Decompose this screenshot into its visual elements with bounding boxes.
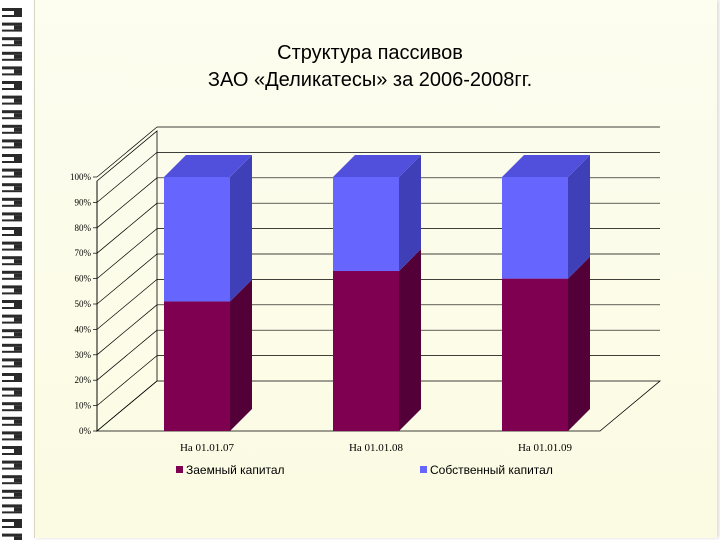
y-tick-label: 30% (75, 350, 92, 360)
y-tick-label: 70% (75, 248, 92, 258)
binding-ring (2, 197, 22, 207)
binding-ring (2, 256, 22, 266)
chart-floor (95, 380, 662, 432)
bar-segment (333, 248, 421, 431)
y-tick-label: 80% (75, 223, 92, 233)
binding-ring (2, 51, 22, 61)
chart-title-line-1: Структура пассивов (277, 42, 463, 64)
bar-segment (502, 256, 590, 431)
binding-ring (2, 329, 22, 339)
gridline-diagonal (96, 177, 158, 229)
binding-ring (2, 519, 22, 528)
gridline-diagonal (96, 329, 158, 381)
binding-ring (2, 314, 22, 324)
binding-ring (2, 285, 22, 295)
binding-ring (2, 475, 22, 485)
y-tick-label: 60% (75, 274, 92, 284)
binding-ring (2, 387, 22, 397)
y-tick-label: 10% (75, 401, 92, 411)
binding-ring (2, 446, 22, 455)
binding-ring (2, 124, 22, 134)
binding-ring (2, 212, 22, 222)
binding-ring (2, 533, 22, 540)
binding-ring (2, 241, 22, 251)
legend-label: Заемный капитал (186, 463, 285, 477)
gridline-diagonal (96, 304, 158, 356)
notebook-binding (2, 8, 22, 540)
side-wall (96, 130, 158, 432)
y-axis: 0% 10% 20% 30% 40% 50% 60% 70% 80% 90% 100% (70, 172, 98, 436)
bar-segment (164, 279, 252, 431)
binding-ring (2, 95, 22, 105)
gridline-diagonal (96, 202, 158, 254)
binding-ring (2, 66, 22, 76)
binding-ring (2, 416, 22, 426)
binding-ring (2, 139, 22, 149)
y-tick-label: 100% (70, 172, 92, 182)
binding-ring (2, 489, 22, 499)
binding-ring (2, 460, 22, 470)
legend-item: Заемный капитал (176, 463, 285, 477)
legend-label: Собственный капитал (430, 463, 553, 477)
x-category-label: На 01.01.08 (349, 442, 404, 454)
legend-item: Собственный капитал (420, 463, 553, 477)
gridline-diagonal (96, 279, 158, 330)
binding-ring (2, 431, 22, 441)
gridline-diagonal (96, 253, 158, 305)
binding-ring (2, 343, 22, 353)
legend-swatch (420, 466, 427, 473)
binding-ring (2, 402, 22, 412)
binding-ring (2, 81, 22, 90)
binding-ring (2, 300, 22, 309)
y-tick-label: 50% (75, 299, 92, 309)
bar-segment (502, 155, 590, 279)
gridline-diagonal (96, 126, 158, 178)
gridline-diagonal (96, 228, 158, 279)
binding-ring (2, 504, 22, 514)
y-tick-label: 40% (75, 324, 92, 334)
y-tick-label: 0% (79, 426, 92, 436)
binding-ring (2, 154, 22, 163)
binding-ring (2, 22, 22, 32)
y-tick-label: 90% (75, 197, 92, 207)
gridline-diagonal (96, 152, 158, 203)
binding-ring (2, 168, 22, 178)
binding-ring (2, 358, 22, 368)
gridline-diagonal (96, 355, 158, 406)
chart-title-line-2: ЗАО «Деликатесы» за 2006-2008гг. (207, 69, 533, 91)
binding-ring (2, 373, 22, 382)
binding-ring (2, 37, 22, 47)
x-category-label: На 01.01.07 (180, 442, 235, 454)
binding-ring (2, 270, 22, 280)
binding-ring (2, 8, 22, 17)
legend-swatch (176, 466, 183, 473)
binding-ring (2, 183, 22, 193)
bar-segment (164, 155, 252, 302)
y-tick-label: 20% (75, 375, 92, 385)
bar-segment (333, 155, 421, 271)
chart-title: Структура пассивов ЗАО «Деликатесы» за 2… (120, 40, 620, 94)
binding-ring (2, 110, 22, 120)
x-category-label: На 01.01.09 (518, 442, 573, 454)
binding-ring (2, 227, 22, 236)
